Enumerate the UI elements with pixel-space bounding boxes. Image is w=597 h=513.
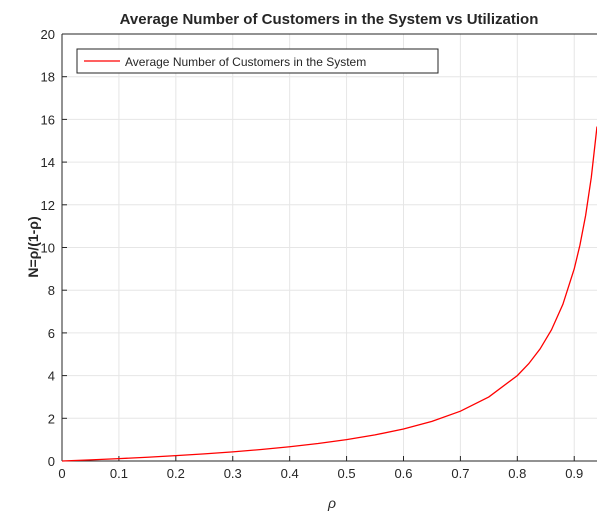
y-tick-label: 20 <box>41 27 55 42</box>
y-tick-label: 2 <box>48 411 55 426</box>
series-line <box>61 126 597 462</box>
tick-labels: 0 0.1 0.2 0.3 0.4 0.5 0.6 0.7 0.8 0.9 0 2 4 6 8 10 12 14 1… <box>41 27 584 481</box>
y-tick-label: 4 <box>48 369 55 384</box>
y-axis-label: N=ρ/(1-ρ) <box>25 216 41 277</box>
x-tick-label: 0 <box>58 466 65 481</box>
x-tick-label: 0.3 <box>224 466 242 481</box>
x-tick-label: 0.7 <box>451 466 469 481</box>
y-tick-label: 0 <box>48 454 55 469</box>
x-tick-label: 0.4 <box>281 466 299 481</box>
y-tick-label: 14 <box>41 155 55 170</box>
x-tick-label: 0.2 <box>167 466 185 481</box>
x-axis-label: ρ <box>327 495 336 511</box>
legend: Average Number of Customers in the Syste… <box>76 48 439 74</box>
y-tick-label: 6 <box>48 326 55 341</box>
legend-entry-label: Average Number of Customers in the Syste… <box>125 55 366 69</box>
y-tick-label: 16 <box>41 112 55 127</box>
y-tick-label: 12 <box>41 198 55 213</box>
x-tick-label: 0.6 <box>394 466 412 481</box>
y-tick-label: 18 <box>41 70 55 85</box>
x-tick-label: 0.5 <box>338 466 356 481</box>
x-tick-label: 0.8 <box>508 466 526 481</box>
y-tick-label: 8 <box>48 283 55 298</box>
x-tick-label: 0.1 <box>110 466 128 481</box>
axes <box>61 33 597 462</box>
x-tick-label: 0.9 <box>565 466 583 481</box>
chart-title: Average Number of Customers in the Syste… <box>120 11 539 28</box>
legend-box <box>76 48 439 74</box>
series-layer <box>61 126 597 462</box>
y-tick-label: 10 <box>41 241 55 256</box>
